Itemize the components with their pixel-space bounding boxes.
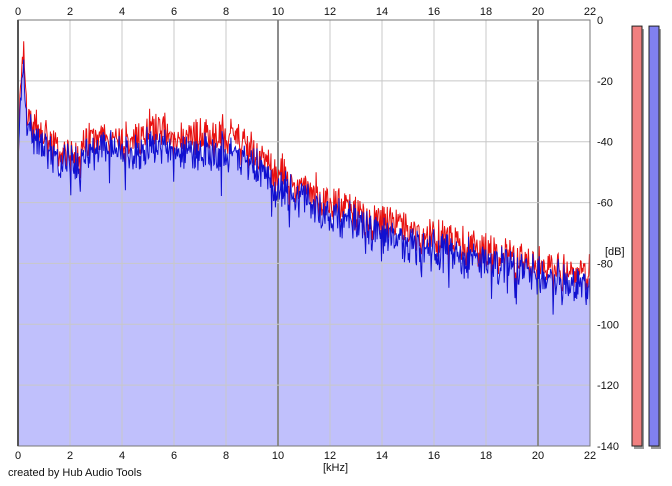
- x-tick-label-bottom: 22: [584, 450, 596, 462]
- x-tick-label-top: 4: [119, 6, 125, 18]
- x-tick-label-top: 18: [480, 6, 492, 18]
- y-tick-label: -120: [597, 380, 619, 392]
- y-tick-labels: 0 -20 -40 -60 -80 -100 -120 -140: [597, 15, 619, 453]
- x-tick-label-bottom: 16: [428, 450, 440, 462]
- level-meters: [631, 25, 661, 449]
- x-tick-label-top: 12: [324, 6, 336, 18]
- x-tick-label-bottom: 4: [119, 450, 125, 462]
- x-tick-label-bottom: 18: [480, 450, 492, 462]
- x-tick-label-top: 22: [584, 6, 596, 18]
- x-tick-label-top: 6: [171, 6, 177, 18]
- credit-text: created by Hub Audio Tools: [8, 467, 142, 479]
- x-tick-label-top: 20: [532, 6, 544, 18]
- x-tick-label-top: 16: [428, 6, 440, 18]
- x-tick-label-bottom: 6: [171, 450, 177, 462]
- x-tick-label-top: 2: [67, 6, 73, 18]
- y-tick-label: -60: [597, 198, 613, 210]
- y-tick-label: -100: [597, 319, 619, 331]
- x-tick-label-bottom: 8: [223, 450, 229, 462]
- x-tick-label-top: 0: [15, 6, 21, 18]
- x-tick-label-top: 10: [272, 6, 284, 18]
- y-tick-label: -20: [597, 76, 613, 88]
- x-tick-label-top: 8: [223, 6, 229, 18]
- x-axis-label: [kHz]: [323, 462, 348, 474]
- x-tick-label-bottom: 2: [67, 450, 73, 462]
- y-tick-label: -40: [597, 137, 613, 149]
- series-line-blue: [17, 59, 591, 315]
- x-tick-label-bottom: 0: [15, 450, 21, 462]
- x-tick-label-bottom: 10: [272, 450, 284, 462]
- series-layer: [17, 41, 591, 315]
- plot-frame: [17, 19, 591, 447]
- x-tick-label-top: 14: [376, 6, 388, 18]
- x-tick-label-bottom: 20: [532, 450, 544, 462]
- x-tick-label-bottom: 12: [324, 450, 336, 462]
- y-axis-label: [dB]: [605, 246, 625, 258]
- level-meter-left: [631, 25, 643, 447]
- y-tick-label: -80: [597, 258, 613, 270]
- y-tick-label: -140: [597, 441, 619, 453]
- x-tick-label-bottom: 14: [376, 450, 388, 462]
- y-tick-label: 0: [597, 15, 603, 27]
- level-meter-right: [648, 25, 660, 447]
- series-line-red: [17, 41, 591, 302]
